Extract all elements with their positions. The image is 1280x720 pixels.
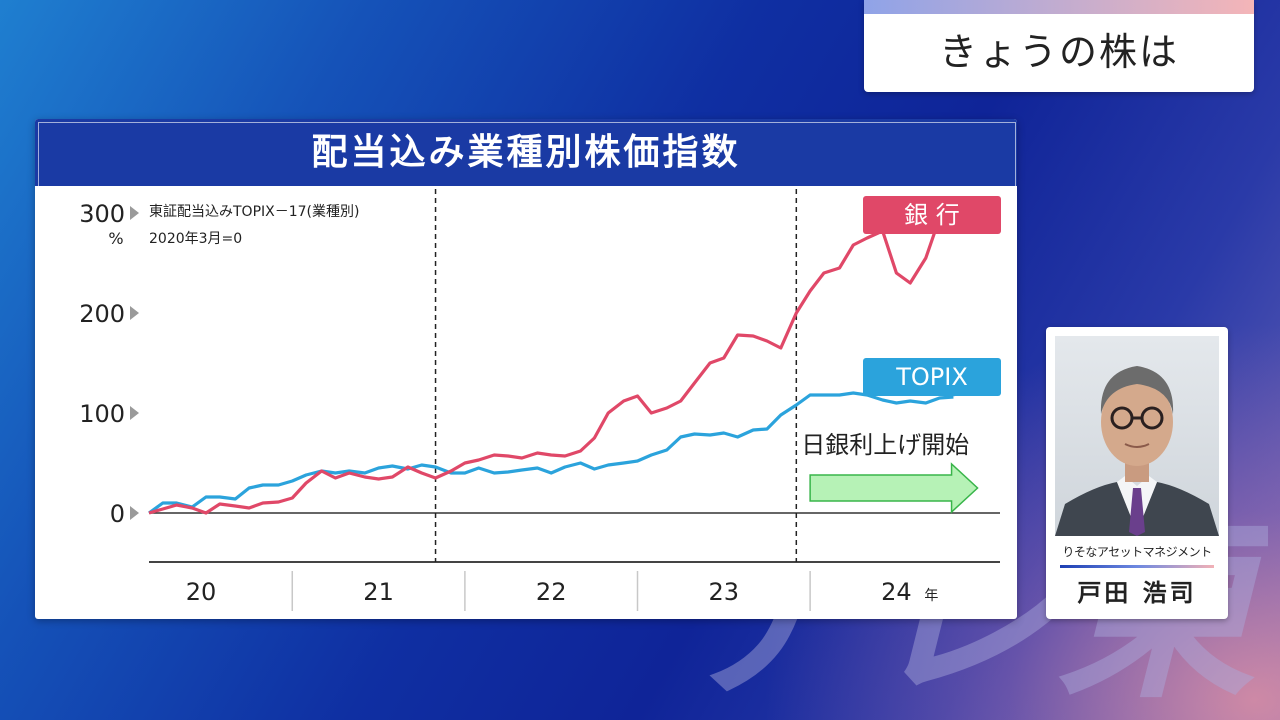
series-label-box-topix bbox=[863, 358, 1001, 396]
base-note: 2020年3月=0 bbox=[149, 231, 242, 247]
chart-title: 配当込み業種別株価指数 bbox=[35, 119, 1017, 186]
commentator-name: 戸田 浩司 bbox=[1077, 579, 1197, 607]
portrait-illustration bbox=[1055, 366, 1219, 536]
series-label-topix: TOPIX bbox=[895, 363, 968, 391]
commentator-organization: りそなアセットマネジメント bbox=[1062, 545, 1212, 559]
series-label-bank: 銀 行 bbox=[904, 201, 960, 229]
topic-panel: きょうの株は bbox=[864, 0, 1254, 92]
chart-card: 配当込み業種別株価指数 東証配当込みTOPIX－17(業種別) 2020年3月=… bbox=[35, 119, 1017, 619]
y-unit-label: % bbox=[108, 229, 123, 248]
y-tick-label: 200 bbox=[79, 300, 125, 328]
y-tick-marker bbox=[130, 506, 139, 520]
y-tick-label: 0 bbox=[110, 500, 125, 528]
x-tick-label: 21 bbox=[363, 578, 394, 606]
topic-accent-strip bbox=[864, 0, 1254, 14]
y-tick-marker bbox=[130, 206, 139, 220]
source-note: 東証配当込みTOPIX－17(業種別) bbox=[149, 204, 359, 220]
y-tick-label: 300 bbox=[79, 200, 125, 228]
series-label-box-bank bbox=[863, 196, 1001, 234]
x-unit-label: 年 bbox=[924, 588, 938, 604]
line-chart: 東証配当込みTOPIX－17(業種別) 2020年3月=0 % 30020010… bbox=[79, 189, 1001, 611]
series-line-topix bbox=[148, 391, 954, 515]
y-tick-marker bbox=[130, 406, 139, 420]
commentator-card: りそなアセットマネジメント 戸田 浩司 bbox=[1046, 327, 1228, 619]
x-tick-label: 23 bbox=[709, 578, 740, 606]
y-tick-label: 100 bbox=[79, 400, 125, 428]
topic-label: きょうの株は bbox=[938, 30, 1179, 74]
x-tick-label: 24 bbox=[881, 578, 912, 606]
x-tick-label: 20 bbox=[186, 578, 217, 606]
x-tick-label: 22 bbox=[536, 578, 567, 606]
y-tick-marker bbox=[130, 306, 139, 320]
commentator-photo bbox=[1055, 336, 1219, 536]
rate-hike-arrow bbox=[809, 462, 979, 514]
organization-underline bbox=[1060, 565, 1214, 568]
series-line-bank bbox=[148, 209, 955, 515]
rate-hike-annotation: 日銀利上げ開始 bbox=[801, 431, 969, 459]
